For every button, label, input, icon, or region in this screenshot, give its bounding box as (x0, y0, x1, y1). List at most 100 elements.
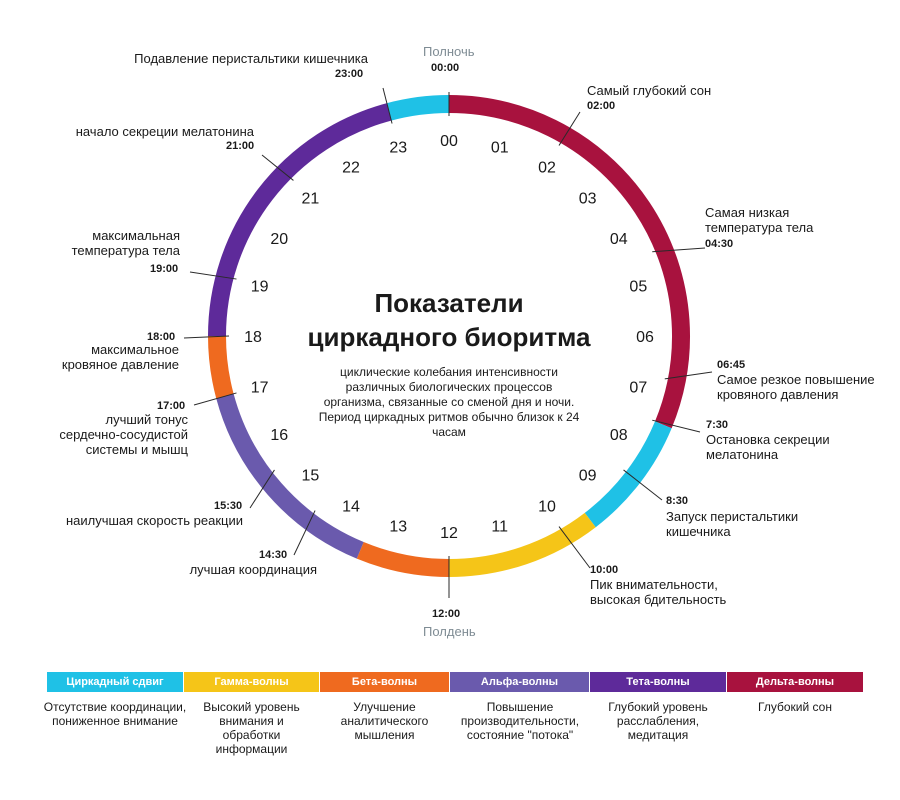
noon-time: 12:00 (432, 608, 461, 620)
event-1900-time: 19:00 (150, 263, 179, 275)
legend-band-circadian-shift: Циркадный сдвиг (47, 672, 183, 692)
leader-1700 (193, 392, 237, 406)
event-1430-text: лучшая координация (189, 562, 317, 577)
legend-desc-delta: Глубокий сон (758, 700, 832, 714)
hour-label: 08 (610, 427, 628, 444)
hour-label: 00 (440, 133, 458, 150)
hour-label: 04 (610, 231, 628, 248)
event-1000-text-1: Пик внимательности, (590, 577, 718, 592)
title-line-1: Показатели (374, 288, 524, 318)
leader-0730 (652, 419, 701, 433)
ring-segment-circadian-shift-night (386, 95, 450, 121)
event-1800-text-2: кровяное давление (61, 357, 179, 372)
event-0430-text-1: Самая низкая (705, 205, 790, 220)
hour-label: 07 (629, 380, 647, 397)
leader-2100 (261, 154, 294, 181)
event-0200-text: Самый глубокий сон (587, 83, 712, 98)
hour-label: 10 (538, 499, 556, 516)
leader-1800 (183, 335, 230, 339)
hour-label: 05 (629, 278, 647, 295)
ring-segment-gamma (448, 512, 596, 577)
hour-label: 23 (389, 140, 407, 157)
midnight-time: 00:00 (431, 62, 460, 74)
event-1000-text-2: высокая бдительность (590, 592, 727, 607)
event-0430-text-2: температура тела (705, 220, 814, 235)
hour-label: 17 (251, 380, 269, 397)
event-0830-text-1: Запуск перистальтики (666, 509, 799, 524)
leader-1530 (249, 469, 275, 509)
hour-label: 18 (244, 329, 262, 346)
event-1700-text-3: системы и мышц (85, 442, 188, 457)
hour-label: 09 (579, 468, 597, 485)
event-1900-text-2: температура тела (71, 243, 180, 258)
hour-label: 19 (251, 278, 269, 295)
event-0730-text-2: мелатонина (706, 447, 779, 462)
legend-band-beta: Бета-волны (320, 672, 449, 692)
leader-0200 (558, 111, 581, 146)
hour-label: 11 (491, 518, 508, 535)
leader-1430 (293, 510, 316, 556)
event-1530-text: наилучшая скорость реакции (65, 513, 243, 528)
event-1700-text-2: сердечно-сосудистой (59, 427, 188, 442)
noon-label: Полдень (423, 624, 476, 639)
ring-segment-beta-evening (208, 335, 234, 399)
hour-label: 13 (389, 518, 407, 535)
hour-label: 16 (270, 427, 288, 444)
event-1000-time: 10:00 (590, 564, 619, 576)
event-2300-text: Подавление перистальтики кишечника (134, 51, 368, 66)
ring-segment-alpha (216, 393, 364, 559)
hour-label: 15 (302, 468, 320, 485)
event-0200-time: 02:00 (587, 100, 616, 112)
hour-label: 14 (342, 499, 360, 516)
hour-label: 02 (538, 159, 556, 176)
hour-label: 21 (302, 190, 320, 207)
event-1700-time: 17:00 (157, 400, 186, 412)
event-0645-text-2: кровяного давления (717, 387, 839, 402)
event-1430-time: 14:30 (259, 549, 288, 561)
leader-1900 (189, 271, 237, 280)
event-0730-text-1: Остановка секреции (706, 432, 830, 447)
legend-desc-theta: Глубокий уровень расслабления, медитация (608, 700, 708, 742)
legend-band-gamma: Гамма-волны (184, 672, 319, 692)
midnight-label: Полночь (423, 44, 475, 59)
legend-desc-alpha: Повышение производительности, состояние … (460, 700, 580, 742)
leader-0430 (652, 247, 706, 253)
hour-label: 22 (342, 159, 360, 176)
leader-1000 (558, 526, 591, 569)
event-0830-time: 8:30 (666, 495, 689, 507)
event-1800-text-1: максимальное (91, 342, 179, 357)
ring-segment-beta-afternoon (356, 541, 450, 577)
event-1900-text-1: максимальная (92, 228, 180, 243)
event-0645-text-1: Самое резкое повышение (717, 372, 875, 387)
legend-desc-beta: Улучшение аналитического мышления (340, 700, 429, 742)
hour-label: 12 (440, 525, 458, 542)
hour-label: 01 (491, 140, 509, 157)
event-0645-time: 06:45 (717, 359, 746, 371)
legend-band-alpha: Альфа-волны (450, 672, 589, 692)
title-line-2: циркадного биоритма (307, 322, 591, 352)
event-2100-text: начало секреции мелатонина (75, 124, 254, 139)
hour-label: 06 (636, 329, 654, 346)
event-0430-time: 04:30 (705, 238, 734, 250)
leader-2300 (382, 87, 393, 124)
event-1530-time: 15:30 (214, 500, 243, 512)
ring-segment-delta (448, 95, 690, 429)
hour-label: 20 (270, 231, 288, 248)
description: циклические колебания интенсивности разл… (318, 365, 580, 439)
hour-label: 03 (579, 190, 597, 207)
legend-desc-gamma: Высокий уровень внимания и обработки инф… (203, 700, 300, 756)
leader-0645 (664, 371, 713, 380)
event-1800-time: 18:00 (147, 331, 176, 343)
event-0730-time: 7:30 (706, 419, 729, 431)
ring-segment-theta (208, 103, 392, 337)
leader-0830 (623, 469, 663, 501)
event-2300-time: 23:00 (335, 68, 364, 80)
legend-band-delta: Дельта-волны (727, 672, 863, 692)
event-1700-text-1: лучший тонус (105, 412, 189, 427)
page-title: Показатели циркадного биоритма (299, 286, 599, 354)
legend-band-theta: Тета-волны (590, 672, 726, 692)
event-0830-text-2: кишечника (666, 524, 731, 539)
legend-desc-circadian-shift: Отсутствие координации, пониженное внима… (43, 700, 187, 728)
